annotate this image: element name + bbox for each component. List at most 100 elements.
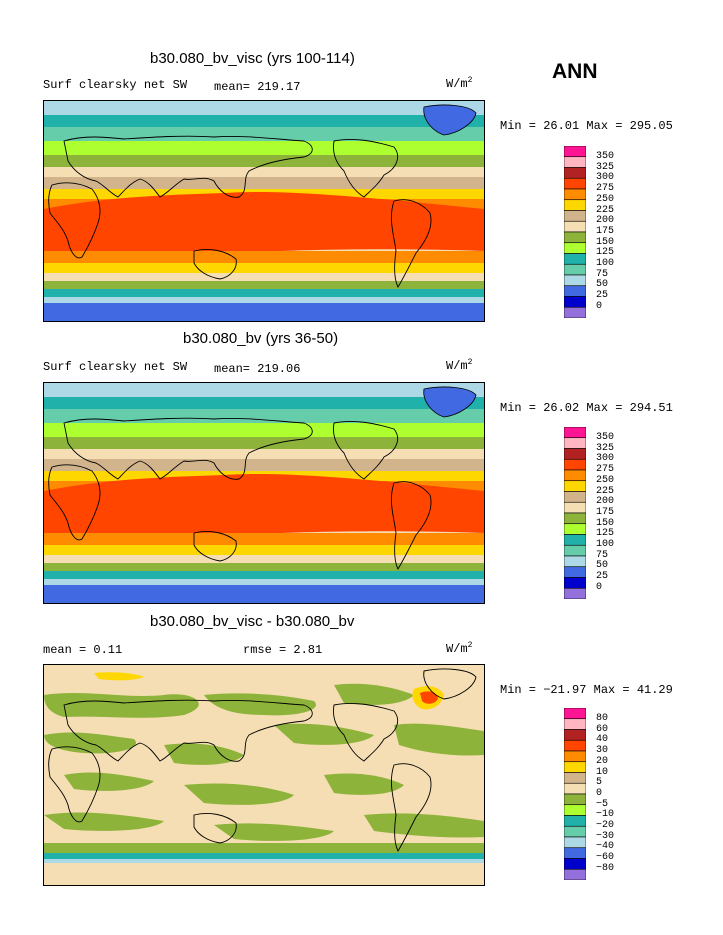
colorbar-tick: −80	[596, 862, 615, 874]
colorbar-tick: 0	[596, 581, 603, 593]
colorbar-tick: 325	[596, 161, 615, 173]
colorbar-swatch	[564, 469, 586, 482]
colorbar-tick: 80	[596, 713, 609, 724]
colorbar-tick: 0	[596, 787, 603, 799]
colorbar-tick: 25	[596, 290, 609, 302]
variable-label: Surf clearsky net SW	[43, 78, 188, 92]
min-max-label: Min = 26.02 Max = 294.51	[500, 401, 673, 415]
colorbar-swatch	[564, 210, 586, 222]
colorbar-swatch	[564, 868, 586, 880]
colorbar-swatch	[564, 782, 586, 795]
colorbar-swatch	[564, 804, 586, 816]
colorbar-swatch	[564, 858, 586, 870]
rmse-label: rmse = 2.81	[243, 643, 323, 657]
mean-label: mean= 219.17	[214, 80, 301, 94]
colorbar-tick: 325	[596, 442, 615, 454]
colorbar-swatch	[564, 501, 586, 514]
colorbar-tick: 100	[596, 258, 615, 269]
colorbar-swatch	[564, 188, 586, 201]
colorbar-tick: 40	[596, 734, 609, 746]
colorbar-swatch	[564, 772, 586, 784]
colorbar-tick: 275	[596, 183, 615, 195]
mean-label: mean= 219.06	[214, 362, 301, 376]
colorbar-tick: 50	[596, 279, 609, 291]
colorbar-swatch	[564, 427, 586, 439]
units-label: W/m2	[446, 358, 473, 373]
colorbar-swatch	[564, 739, 586, 752]
colorbar-swatch	[564, 544, 586, 557]
colorbar-tick: 350	[596, 151, 615, 162]
colorbar-swatch	[564, 491, 586, 503]
colorbar-swatch	[564, 847, 586, 859]
colorbar-1	[564, 146, 586, 318]
colorbar-tick: 100	[596, 539, 615, 550]
colorbar-swatch	[564, 761, 586, 773]
panel-title: b30.080_bv (yrs 36-50)	[183, 330, 339, 347]
colorbar-tick: −20	[596, 820, 615, 831]
units-label: W/m2	[446, 641, 473, 656]
panel-title: b30.080_bv_visc - b30.080_bv	[150, 613, 355, 630]
colorbar-tick: 275	[596, 464, 615, 476]
colorbar-tick: −5	[596, 798, 609, 810]
units-label: W/m2	[446, 76, 473, 91]
colorbar-swatch	[564, 285, 586, 297]
colorbar-tick: 250	[596, 474, 615, 486]
colorbar-swatch	[564, 458, 586, 471]
colorbar-tick: 5	[596, 777, 603, 789]
colorbar-swatch	[564, 156, 586, 168]
colorbar-swatch	[564, 146, 586, 158]
colorbar-swatch	[564, 242, 586, 254]
colorbar-swatch	[564, 263, 586, 276]
map-panel-2	[43, 382, 485, 604]
season-label: ANN	[552, 60, 598, 83]
colorbar-swatch	[564, 534, 586, 546]
colorbar-tick: 0	[596, 300, 603, 312]
colorbar-swatch	[564, 220, 586, 233]
colorbar-tick: 20	[596, 755, 609, 767]
map-panel-1	[43, 100, 485, 322]
colorbar-tick: −10	[596, 809, 615, 821]
colorbar-swatch	[564, 750, 586, 763]
colorbar-tick: −60	[596, 852, 615, 864]
min-max-label: Min = 26.01 Max = 295.05	[500, 119, 673, 133]
colorbar-swatch	[564, 480, 586, 492]
colorbar-tick: 10	[596, 766, 609, 778]
colorbar-3	[564, 708, 586, 880]
colorbar-swatch	[564, 566, 586, 578]
colorbar-swatch	[564, 274, 586, 287]
colorbar-tick: 25	[596, 571, 609, 583]
colorbar-tick: 75	[596, 268, 609, 280]
map-panel-3	[43, 664, 485, 886]
colorbar-tick: −30	[596, 830, 615, 842]
colorbar-tick: −40	[596, 841, 615, 853]
colorbar-tick: 125	[596, 247, 615, 259]
mean-label: mean = 0.11	[43, 643, 123, 657]
colorbar-swatch	[564, 523, 586, 535]
colorbar-swatch	[564, 587, 586, 599]
colorbar-tick: 200	[596, 496, 615, 508]
colorbar-swatch	[564, 253, 586, 265]
colorbar-tick: 300	[596, 453, 615, 465]
colorbar-tick: 75	[596, 549, 609, 561]
colorbar-tick: 200	[596, 215, 615, 227]
colorbar-swatch	[564, 167, 586, 179]
colorbar-tick: 225	[596, 204, 615, 216]
colorbar-2	[564, 427, 586, 599]
colorbar-swatch	[564, 793, 586, 806]
colorbar-tick: 350	[596, 432, 615, 443]
colorbar-tick: 175	[596, 225, 615, 237]
colorbar-tick: 150	[596, 236, 615, 248]
colorbar-tick: 225	[596, 485, 615, 497]
min-max-label: Min = −21.97 Max = 41.29	[500, 683, 673, 697]
colorbar-swatch	[564, 577, 586, 589]
colorbar-tick: 300	[596, 172, 615, 184]
colorbar-swatch	[564, 296, 586, 308]
colorbar-swatch	[564, 825, 586, 838]
panel-title: b30.080_bv_visc (yrs 100-114)	[150, 50, 355, 67]
colorbar-swatch	[564, 199, 586, 211]
colorbar-swatch	[564, 231, 586, 244]
colorbar-tick: 50	[596, 560, 609, 572]
colorbar-swatch	[564, 448, 586, 460]
colorbar-swatch	[564, 555, 586, 568]
colorbar-swatch	[564, 815, 586, 827]
